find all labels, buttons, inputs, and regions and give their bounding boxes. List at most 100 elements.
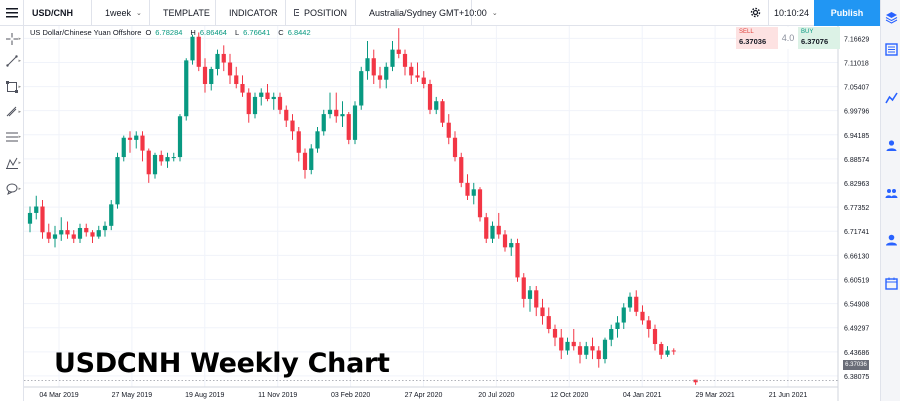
x-tick-label: 12 Oct 2020 bbox=[550, 392, 588, 399]
crosshair-tool[interactable]: ▸ bbox=[2, 30, 22, 48]
candle-body bbox=[365, 58, 370, 72]
candle-body bbox=[440, 101, 445, 123]
alerts-button[interactable] bbox=[884, 232, 898, 246]
candle-body bbox=[659, 344, 664, 355]
candle-body bbox=[496, 225, 501, 235]
y-tick-label: 7.16629 bbox=[844, 36, 869, 43]
candle-body bbox=[415, 75, 420, 78]
candle-body bbox=[409, 66, 414, 76]
watchlist-button[interactable] bbox=[884, 42, 898, 56]
candle-body bbox=[590, 346, 595, 351]
pattern-icon bbox=[6, 157, 18, 169]
annotation-tool[interactable]: ▸ bbox=[2, 180, 22, 198]
ruler-icon bbox=[6, 106, 17, 117]
publish-button[interactable]: Publish bbox=[814, 0, 880, 26]
buy-label: BUY bbox=[801, 29, 814, 35]
chevron-right-icon: ▸ bbox=[18, 109, 21, 115]
candle-body bbox=[671, 350, 676, 352]
clock-display: 10:10:24 bbox=[768, 0, 814, 26]
candle-body bbox=[452, 137, 458, 158]
candle-body bbox=[396, 49, 401, 54]
chevron-right-icon: ▸ bbox=[18, 36, 21, 42]
trendline-tool[interactable]: ▸ bbox=[2, 52, 22, 70]
candle-body bbox=[296, 131, 301, 153]
candle-body bbox=[646, 320, 651, 329]
interval-selector[interactable]: 1week ⌄ bbox=[92, 0, 150, 26]
ruler-tool[interactable]: ▸ bbox=[2, 103, 22, 121]
candle-body bbox=[402, 53, 408, 67]
candle-body bbox=[434, 101, 439, 110]
rectangle-tool[interactable]: ▸ bbox=[2, 78, 22, 96]
candle-body bbox=[390, 49, 395, 67]
candle-body bbox=[384, 66, 389, 80]
pattern-tool[interactable]: ▸ bbox=[2, 154, 22, 172]
candle-body bbox=[309, 148, 314, 170]
chart-button[interactable] bbox=[884, 90, 898, 104]
y-tick-label: 6.94185 bbox=[844, 133, 869, 140]
candle-body bbox=[377, 75, 383, 80]
chart-icon bbox=[884, 92, 898, 103]
legend-low-label: L bbox=[234, 27, 240, 37]
symbol-selector[interactable]: USD/CNH bbox=[24, 0, 92, 26]
y-tick-label: 6.82963 bbox=[844, 181, 869, 188]
users-icon bbox=[885, 188, 897, 198]
candle-body bbox=[577, 346, 583, 355]
current-price-tag: 6.37036 bbox=[843, 360, 869, 370]
chevron-right-icon: ▸ bbox=[18, 160, 21, 166]
candle-body bbox=[509, 243, 514, 248]
candle-body bbox=[59, 230, 64, 235]
candle-body bbox=[271, 96, 276, 100]
sell-button[interactable]: SELL 6.37036 bbox=[736, 27, 778, 49]
settings-button[interactable] bbox=[742, 0, 768, 26]
candle-body bbox=[177, 116, 183, 158]
candle-body bbox=[477, 189, 483, 218]
chart-background bbox=[24, 26, 880, 401]
symbol-label: USD/CNH bbox=[32, 7, 74, 18]
x-tick-label: 21 Jun 2021 bbox=[769, 392, 808, 399]
fib-tool[interactable]: ▸ bbox=[2, 128, 22, 146]
position-label: POSITION bbox=[303, 7, 347, 18]
users-button[interactable] bbox=[884, 186, 898, 200]
candle-body bbox=[471, 189, 476, 196]
legend-low-value: 6.76641 bbox=[243, 27, 271, 37]
calendar-button[interactable] bbox=[884, 276, 898, 290]
indicator-label: INDICATOR bbox=[229, 7, 278, 18]
x-tick-label: 04 Mar 2019 bbox=[39, 392, 78, 399]
candle-body bbox=[334, 109, 339, 117]
candle-body bbox=[571, 341, 576, 347]
candle-body bbox=[321, 114, 326, 132]
candle-body bbox=[359, 71, 364, 106]
overlay-title: USDCNH Weekly Chart bbox=[54, 348, 390, 379]
candle-body bbox=[196, 36, 201, 67]
chevron-down-icon: ⌄ bbox=[136, 9, 142, 17]
candle-body bbox=[152, 154, 158, 175]
menu-button[interactable] bbox=[0, 0, 24, 26]
timezone-selector[interactable]: Australia/Sydney GMT+10:00 ⌄ bbox=[356, 0, 498, 26]
candle-body bbox=[209, 68, 214, 85]
legend-symbol-name: US Dollar/Chinese Yuan Offshore bbox=[30, 27, 142, 37]
chevron-down-icon: ⌄ bbox=[491, 9, 498, 17]
candle-body bbox=[221, 53, 226, 63]
sell-price: 6.37036 bbox=[739, 37, 767, 46]
price-chart[interactable]: 7.16629 7.11018 7.05407 6.99796 6.94185 6.885… bbox=[24, 26, 880, 401]
alerts-icon bbox=[885, 234, 897, 245]
x-tick-label: 29 Mar 2021 bbox=[695, 392, 734, 399]
top-toolbar: USD/CNH 1week ⌄ TEMPLATE INDICATOR POSIT… bbox=[0, 0, 900, 26]
position-button[interactable]: POSITION bbox=[286, 0, 356, 26]
layers-button[interactable] bbox=[884, 10, 898, 24]
candle-body bbox=[202, 66, 208, 85]
y-tick-label: 7.11018 bbox=[844, 60, 869, 67]
x-tick-label: 03 Feb 2020 bbox=[331, 392, 370, 399]
candle-body bbox=[602, 339, 608, 360]
indicator-button[interactable]: INDICATOR bbox=[216, 0, 286, 26]
candle-body bbox=[190, 36, 195, 61]
template-button[interactable]: TEMPLATE bbox=[150, 0, 216, 26]
drawing-toolbar: ▸ ▸ ▸ ▸ ▸ ▸ ▸ bbox=[0, 26, 24, 401]
candle-body bbox=[634, 296, 639, 312]
candle-body bbox=[527, 290, 533, 299]
community-button[interactable] bbox=[884, 138, 898, 152]
candle-body bbox=[584, 346, 589, 355]
legend-open-label: O bbox=[145, 27, 152, 37]
buy-button[interactable]: BUY 6.37076 bbox=[798, 27, 840, 49]
chevron-right-icon: ▸ bbox=[18, 186, 21, 192]
